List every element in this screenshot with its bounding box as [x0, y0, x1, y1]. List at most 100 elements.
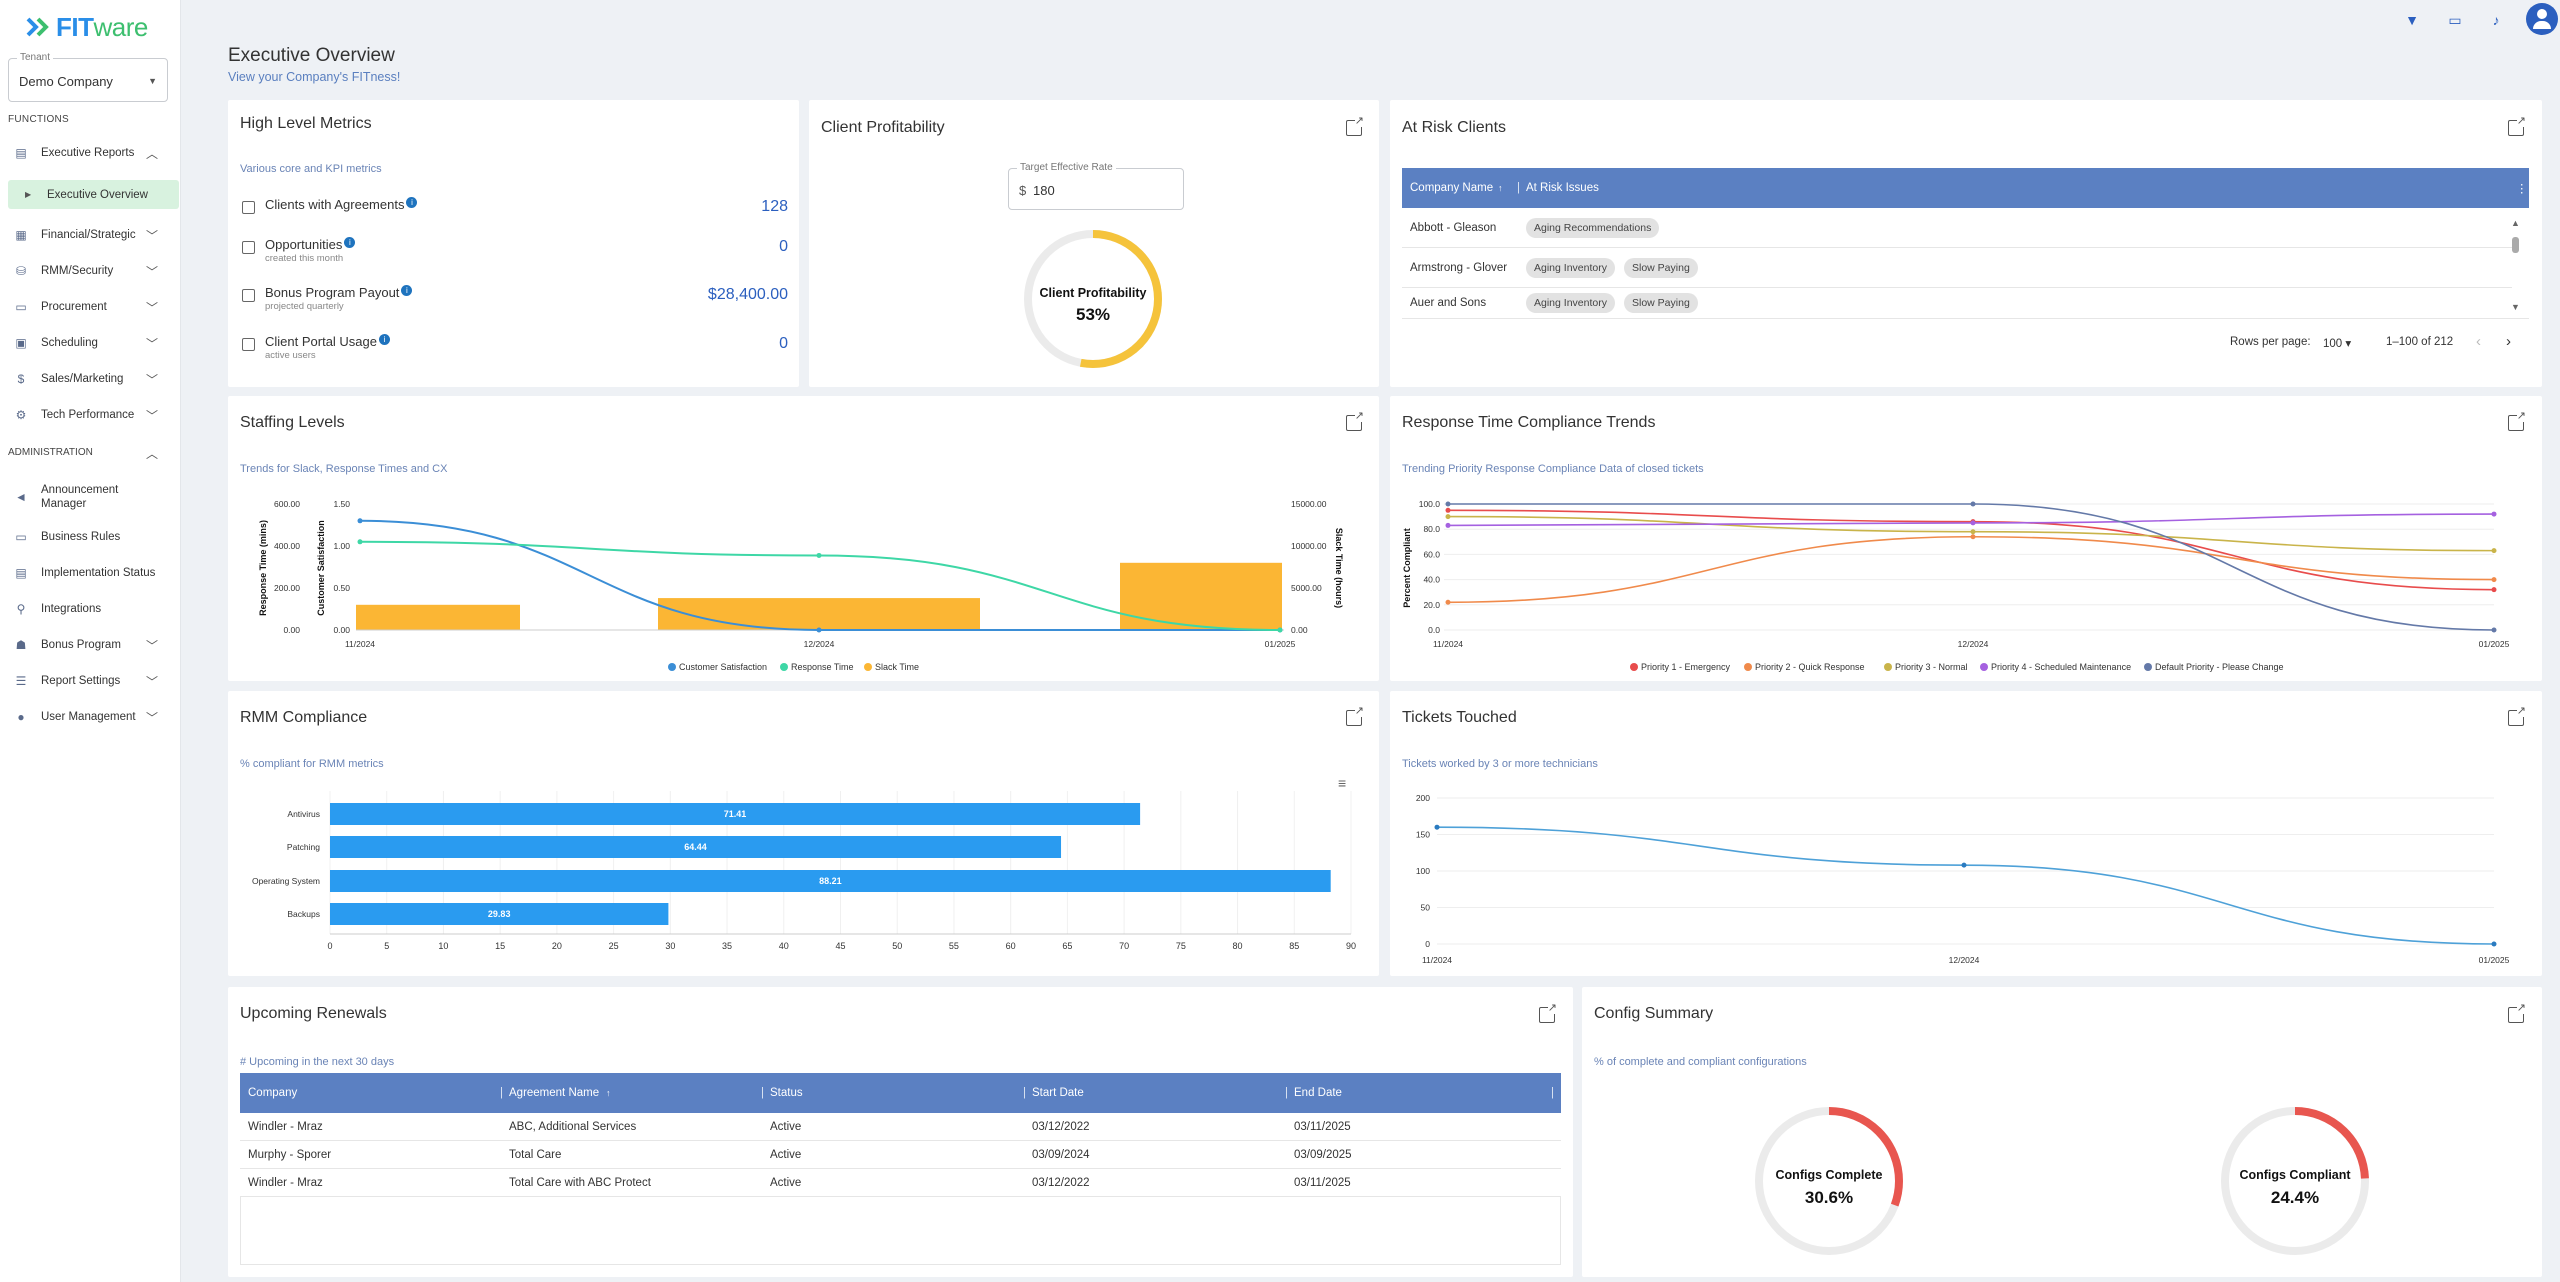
column-header-status[interactable]: Status: [770, 1087, 803, 1099]
nav-label: Scheduling: [41, 337, 98, 349]
bar-value-label: 29.83: [488, 909, 511, 919]
chevron-down-icon: ﹀: [146, 300, 159, 315]
nav-implementation-status[interactable]: ▤ Implementation Status: [0, 560, 180, 586]
table-row[interactable]: Auer and Sons Aging Inventory Slow Payin…: [1402, 288, 2512, 318]
expand-icon[interactable]: [2508, 1002, 2526, 1023]
nav-announcement-manager[interactable]: ◄ Announcement Manager: [0, 480, 180, 514]
sort-arrow-icon[interactable]: ↑: [606, 1088, 611, 1098]
x-tick-label: 80: [1233, 941, 1243, 951]
column-header-end-date[interactable]: End Date: [1294, 1087, 1342, 1099]
cell-status: Active: [770, 1148, 802, 1161]
card-subtitle: Trends for Slack, Response Times and CX: [240, 463, 448, 475]
nav-label: Integrations: [41, 603, 102, 615]
nav-business-rules[interactable]: ▭ Business Rules: [0, 524, 180, 550]
card-subtitle: # Upcoming in the next 30 days: [240, 1056, 395, 1068]
nav-rmm-security[interactable]: ⛁ RMM/Security ﹀: [0, 258, 180, 284]
nav-label: Tech Performance: [41, 409, 135, 421]
bell-icon[interactable]: ♪: [2492, 12, 2500, 28]
scroll-down-icon[interactable]: ▼: [2511, 302, 2520, 312]
column-menu-icon[interactable]: ⋮: [2516, 183, 2528, 195]
nav-financial-strategic[interactable]: ▦ Financial/Strategic ﹀: [0, 222, 180, 248]
tickets-line: [1436, 826, 2495, 945]
scroll-up-icon[interactable]: ▲: [2511, 218, 2520, 228]
x-tick-label: 12/2024: [1949, 955, 1980, 965]
y-category-label: Backups: [287, 909, 320, 919]
info-icon[interactable]: i: [401, 285, 413, 296]
avatar[interactable]: [2526, 3, 2558, 35]
series-point: [1970, 529, 1976, 535]
nav-scheduling[interactable]: ▣ Scheduling ﹀: [0, 330, 180, 356]
series-line: [1447, 535, 2495, 604]
card-subtitle: Trending Priority Response Compliance Da…: [1402, 463, 1704, 475]
scroll-thumb[interactable]: [2512, 237, 2519, 253]
y-right-tick-label: 5000.00: [1291, 583, 1322, 593]
response-time-card: Response Time Compliance Trends Trending…: [1390, 396, 2542, 681]
pagination-range: 1–100 of 212: [2386, 336, 2454, 348]
tenant-select[interactable]: Tenant Demo Company ▼: [8, 52, 168, 102]
y-tick-label: 50: [1421, 903, 1431, 913]
chat-icon[interactable]: ▭: [2448, 11, 2462, 28]
table-row[interactable]: Armstrong - Glover Aging Inventory Slow …: [1402, 248, 2512, 288]
y-mid-tick-label: 0.00: [333, 625, 350, 635]
nav-sales-marketing[interactable]: $ Sales/Marketing ﹀: [0, 366, 180, 392]
info-icon[interactable]: i: [344, 237, 356, 248]
legend-marker: [1884, 663, 1892, 671]
rows-per-page-select[interactable]: 100 ▾: [2323, 338, 2352, 350]
nav-user-management[interactable]: ● User Management ﹀: [0, 704, 180, 730]
nav-administration[interactable]: ADMINISTRATION ︿: [0, 440, 180, 466]
metric-icon: [242, 201, 255, 214]
column-header-at-risk-issues[interactable]: At Risk Issues: [1526, 182, 1599, 194]
expand-icon[interactable]: [2508, 705, 2526, 726]
nav-label: Executive Overview: [47, 188, 148, 201]
series-point: [1445, 514, 1451, 520]
column-header-company-name[interactable]: Company Name: [1410, 182, 1494, 194]
configs-complete-donut: [1755, 1107, 1903, 1255]
table-row[interactable]: Abbott - Gleason Aging Recommendations: [1402, 208, 2512, 248]
nav-procurement[interactable]: ▭ Procurement ﹀: [0, 294, 180, 320]
chart-menu-icon[interactable]: ≡: [1338, 775, 1347, 791]
nav-tech-performance[interactable]: ⚙ Tech Performance ﹀: [0, 402, 180, 428]
card-subtitle: % of complete and compliant configuratio…: [1594, 1056, 1807, 1068]
x-tick-label: 45: [835, 941, 845, 951]
nav-report-settings[interactable]: ☰ Report Settings ﹀: [0, 668, 180, 694]
expand-icon[interactable]: [2508, 115, 2526, 136]
nav-executive-overview[interactable]: ▶ Executive Overview: [8, 180, 179, 209]
x-tick-label: 12/2024: [804, 639, 835, 649]
expand-icon[interactable]: [1346, 115, 1364, 136]
metric-sublabel: projected quarterly: [265, 301, 344, 312]
prev-page-icon[interactable]: ‹: [2476, 333, 2481, 350]
nav-label: Report Settings: [41, 675, 121, 687]
metric-value: $28,400.00: [707, 286, 788, 303]
table-row[interactable]: Windler - Mraz ABC, Additional Services …: [240, 1113, 1561, 1141]
sort-arrow-icon[interactable]: ↑: [1498, 183, 1503, 193]
tickets-touched-card: Tickets Touched Tickets worked by 3 or m…: [1390, 691, 2542, 976]
card-title: Response Time Compliance Trends: [1402, 414, 1656, 431]
table-row[interactable]: Windler - Mraz Total Care with ABC Prote…: [240, 1169, 1561, 1197]
donut-arc: [1755, 1107, 1903, 1255]
expand-icon[interactable]: [2508, 410, 2526, 431]
x-tick-label: 35: [722, 941, 732, 951]
y-tick-label: 0: [1425, 939, 1430, 949]
expand-icon[interactable]: [1346, 410, 1364, 431]
filter-icon[interactable]: ▼: [2405, 12, 2419, 28]
info-icon[interactable]: i: [379, 334, 390, 345]
profitability-donut: [1024, 230, 1162, 368]
functions-section-label: FUNCTIONS: [8, 114, 70, 125]
nav-bonus-program[interactable]: ☗ Bonus Program ﹀: [0, 632, 180, 658]
column-header-company[interactable]: Company: [248, 1087, 298, 1099]
column-header-start-date[interactable]: Start Date: [1032, 1087, 1084, 1099]
next-page-icon[interactable]: ›: [2506, 333, 2511, 350]
nav-integrations[interactable]: ⚲ Integrations: [0, 596, 180, 622]
table-scrollbar[interactable]: ▲ ▼: [2509, 218, 2523, 314]
table-row[interactable]: Murphy - Sporer Total Care Active 03/09/…: [240, 1141, 1561, 1169]
bar-value-label: 88.21: [819, 876, 842, 886]
expand-icon[interactable]: [1346, 705, 1364, 726]
y-tick-label: 200: [1416, 793, 1430, 803]
fitware-logo[interactable]: FITware: [26, 12, 148, 42]
y-left-tick-label: 200.00: [274, 583, 300, 593]
column-header-agreement-name[interactable]: Agreement Name: [509, 1087, 600, 1099]
expand-icon[interactable]: [1539, 1002, 1557, 1023]
target-rate-input[interactable]: Target Effective Rate $ 180: [1008, 162, 1184, 210]
info-icon[interactable]: i: [406, 197, 418, 208]
nav-executive-reports[interactable]: ▤ Executive Reports ︿: [0, 140, 180, 166]
